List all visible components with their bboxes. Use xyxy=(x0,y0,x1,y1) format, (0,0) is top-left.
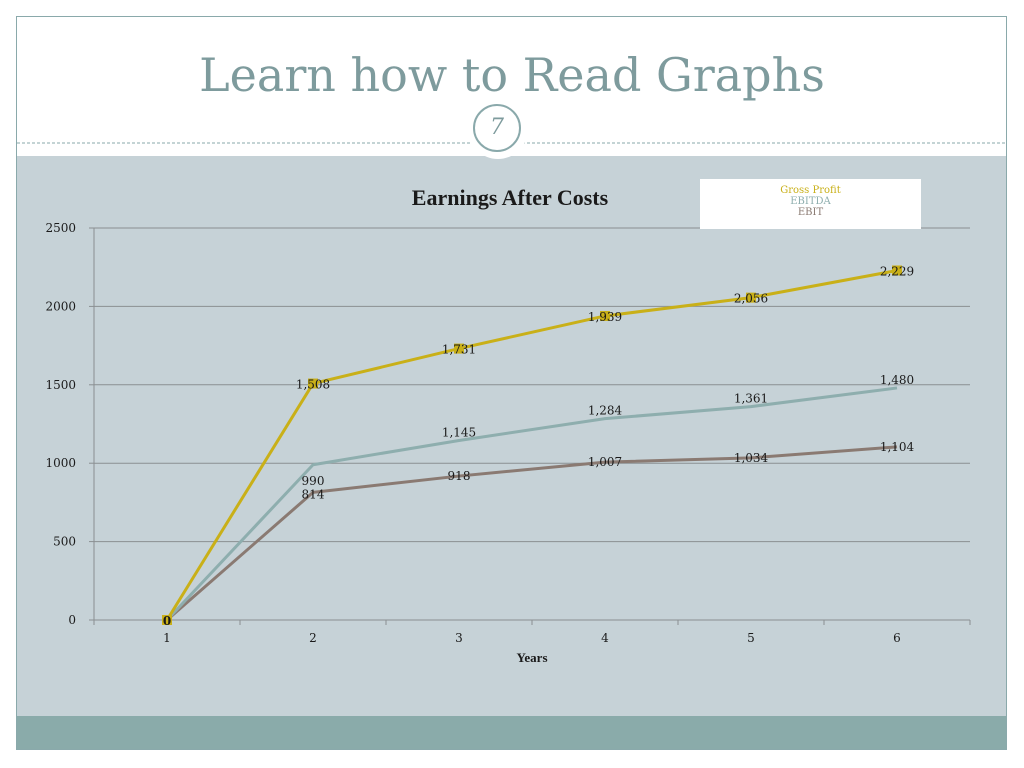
y-tick-label: 0 xyxy=(68,613,76,627)
x-tick-label: 2 xyxy=(309,631,317,645)
legend-ebitda: EBITDA xyxy=(790,196,831,207)
y-tick-label: 2000 xyxy=(45,299,76,313)
x-axis-title: Years xyxy=(516,650,547,665)
y-tick-label: 500 xyxy=(53,535,76,549)
data-label: 1,508 xyxy=(296,378,330,392)
legend-gross-profit: Gross Profit xyxy=(780,185,841,196)
x-tick-label: 1 xyxy=(163,631,171,645)
data-label: 814 xyxy=(302,487,325,501)
data-label: 918 xyxy=(448,469,471,483)
data-label: 1,007 xyxy=(588,455,622,469)
data-label: 1,939 xyxy=(588,310,622,324)
y-tick-label: 1000 xyxy=(45,456,76,470)
x-tick-label: 4 xyxy=(601,631,609,645)
data-point xyxy=(746,292,756,303)
x-tick-label: 6 xyxy=(893,631,901,645)
content-panel xyxy=(17,156,1006,716)
data-point xyxy=(162,615,172,625)
x-tick-label: 5 xyxy=(747,631,755,645)
data-label: 1,284 xyxy=(588,404,623,418)
data-label: 1,731 xyxy=(442,343,476,357)
data-label: 1,145 xyxy=(442,425,476,439)
legend-ebit: EBIT xyxy=(797,207,824,218)
data-label: 1,034 xyxy=(734,451,769,465)
chart-legend: Gross Profit EBITDA EBIT xyxy=(700,179,921,229)
data-label: 1,104 xyxy=(880,440,915,454)
data-label: 1,361 xyxy=(734,392,768,406)
data-point xyxy=(308,378,318,389)
page-number-badge: 7 xyxy=(473,104,521,152)
series-line-ebitda xyxy=(165,386,898,622)
data-point xyxy=(454,343,464,354)
series-line-ebit xyxy=(166,445,898,622)
y-tick-label: 1500 xyxy=(45,378,76,392)
chart-title: Earnings After Costs xyxy=(412,185,609,210)
data-point xyxy=(892,265,902,276)
data-label: 0 xyxy=(163,614,171,628)
data-point xyxy=(600,310,610,321)
data-label: 2,056 xyxy=(734,292,768,306)
slide-title: Learn how to Read Graphs xyxy=(199,48,825,102)
series-line-gross-profit xyxy=(165,269,898,621)
data-label: 1,480 xyxy=(880,373,914,387)
data-label: 990 xyxy=(302,474,325,488)
y-tick-label: 2500 xyxy=(45,221,76,235)
footer-bar xyxy=(17,716,1006,749)
data-label: 2,229 xyxy=(880,264,914,278)
x-tick-label: 3 xyxy=(455,631,463,645)
